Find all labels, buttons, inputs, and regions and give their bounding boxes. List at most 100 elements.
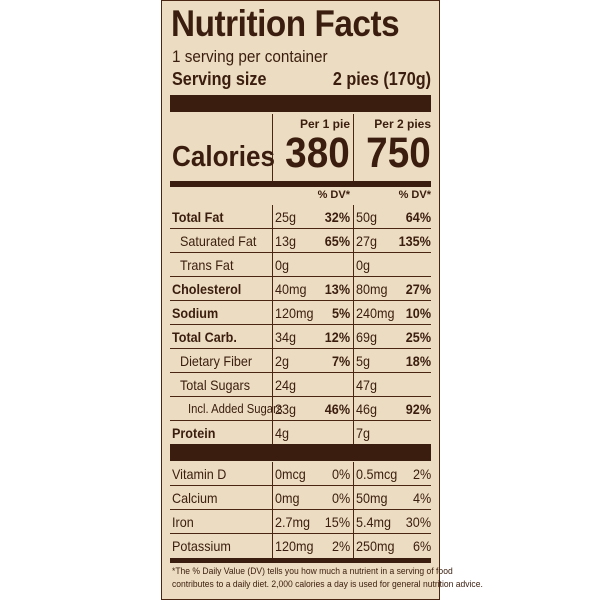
dv-per-1: 32% bbox=[324, 209, 350, 225]
nutrient-row: Trans Fat 0g 0g bbox=[162, 253, 439, 277]
nutrient-name: Cholesterol bbox=[172, 281, 242, 297]
calories-label: Calories bbox=[172, 141, 276, 173]
dv-per-2: 64% bbox=[405, 209, 431, 225]
amount-per-1: 2.7mg bbox=[275, 514, 311, 530]
row-separator bbox=[170, 276, 431, 277]
nutrient-name: Potassium bbox=[172, 538, 231, 554]
amount-per-1: 120mg bbox=[275, 305, 314, 321]
dv-per-1: 5% bbox=[331, 305, 350, 321]
amount-per-1: 0mcg bbox=[275, 466, 306, 482]
dv-per-2: 30% bbox=[405, 514, 431, 530]
amount-per-2: 7g bbox=[356, 425, 371, 441]
amount-per-1: 34g bbox=[275, 329, 297, 345]
dv-per-1: 2% bbox=[331, 538, 350, 554]
nutrient-row: Dietary Fiber 2g 7% 5g 18% bbox=[162, 349, 439, 373]
nutrient-name: Incl. Added Sugars bbox=[188, 402, 283, 416]
nutrient-name: Vitamin D bbox=[172, 466, 227, 482]
nutrient-row: Sodium 120mg 5% 240mg 10% bbox=[162, 301, 439, 325]
amount-per-1: 2g bbox=[275, 353, 290, 369]
column-divider-left bbox=[272, 462, 273, 558]
footnote-line-1: *The % Daily Value (DV) tells you how mu… bbox=[172, 566, 453, 577]
dv-per-1: 0% bbox=[331, 490, 350, 506]
calories-per-2: 750 bbox=[366, 129, 431, 177]
amount-per-1: 13g bbox=[275, 233, 297, 249]
nutrient-row: Total Sugars 24g 47g bbox=[162, 373, 439, 397]
column-divider-right bbox=[353, 462, 354, 558]
row-separator bbox=[170, 300, 431, 301]
servings-per-container: 1 serving per container bbox=[172, 47, 328, 66]
vitamin-row: Iron 2.7mg 15% 5.4mg 30% bbox=[162, 510, 439, 534]
nutrition-facts-panel: Nutrition Facts 1 serving per container … bbox=[161, 0, 483, 600]
column-header-per-1: Per 1 pie bbox=[299, 117, 350, 131]
dv-header-per-1: % DV* bbox=[317, 189, 350, 201]
dv-per-1: 46% bbox=[324, 401, 350, 417]
row-separator bbox=[170, 485, 431, 486]
nutrient-row: Total Carb. 34g 12% 69g 25% bbox=[162, 325, 439, 349]
row-separator bbox=[170, 348, 431, 349]
panel-title: Nutrition Facts bbox=[171, 3, 400, 44]
amount-per-2: 27g bbox=[356, 233, 378, 249]
amount-per-2: 80mg bbox=[356, 281, 388, 297]
nutrient-name: Dietary Fiber bbox=[180, 353, 253, 369]
nutrient-name: Total Sugars bbox=[180, 377, 251, 393]
row-separator bbox=[170, 396, 431, 397]
row-separator bbox=[170, 252, 431, 253]
amount-per-2: 50mg bbox=[356, 490, 388, 506]
footnote-line-2: contributes to a daily diet. 2,000 calor… bbox=[172, 579, 483, 590]
dv-per-1: 7% bbox=[331, 353, 350, 369]
dv-per-1: 12% bbox=[324, 329, 350, 345]
nutrient-row: Saturated Fat 13g 65% 27g 135% bbox=[162, 229, 439, 253]
amount-per-2: 5.4mg bbox=[356, 514, 392, 530]
amount-per-2: 0.5mcg bbox=[356, 466, 398, 482]
dv-per-1: 65% bbox=[324, 233, 350, 249]
nutrient-name: Total Carb. bbox=[172, 329, 237, 345]
nutrient-name: Iron bbox=[172, 514, 194, 530]
serving-size-value: 2 pies (170g) bbox=[332, 69, 431, 89]
amount-per-1: 23g bbox=[275, 401, 297, 417]
thick-divider-top bbox=[170, 95, 431, 112]
row-separator bbox=[170, 533, 431, 534]
amount-per-2: 0g bbox=[356, 257, 371, 273]
nutrient-name: Protein bbox=[172, 425, 216, 441]
amount-per-2: 47g bbox=[356, 377, 378, 393]
column-divider-left bbox=[272, 205, 273, 445]
serving-size-label: Serving size bbox=[172, 69, 267, 89]
amount-per-1: 120mg bbox=[275, 538, 314, 554]
dv-per-2: 135% bbox=[398, 233, 431, 249]
nutrient-row: Incl. Added Sugars 23g 46% 46g 92% bbox=[162, 397, 439, 421]
calories-per-1: 380 bbox=[285, 129, 350, 177]
row-separator bbox=[170, 324, 431, 325]
amount-per-1: 25g bbox=[275, 209, 297, 225]
dv-per-1: 0% bbox=[331, 466, 350, 482]
nutrient-name: Sodium bbox=[172, 305, 219, 321]
dv-header-per-2: % DV* bbox=[398, 189, 431, 201]
nutrient-row: Total Fat 25g 32% 50g 64% bbox=[162, 205, 439, 229]
footnote-divider bbox=[170, 558, 431, 563]
amount-per-2: 250mg bbox=[356, 538, 395, 554]
column-divider-right-top bbox=[353, 114, 354, 186]
dv-per-2: 92% bbox=[405, 401, 431, 417]
dv-per-1: 13% bbox=[324, 281, 350, 297]
amount-per-1: 40mg bbox=[275, 281, 307, 297]
nutrient-name: Calcium bbox=[172, 490, 218, 506]
thick-divider-vitamins bbox=[170, 444, 431, 461]
amount-per-1: 4g bbox=[275, 425, 290, 441]
column-header-per-2: Per 2 pies bbox=[374, 117, 431, 131]
amount-per-2: 46g bbox=[356, 401, 378, 417]
calories-divider bbox=[170, 181, 431, 187]
amount-per-1: 24g bbox=[275, 377, 297, 393]
nutrient-name: Saturated Fat bbox=[180, 233, 257, 249]
row-separator bbox=[170, 420, 431, 421]
nutrient-name: Total Fat bbox=[172, 209, 224, 225]
vitamin-row: Potassium 120mg 2% 250mg 6% bbox=[162, 534, 439, 558]
dv-per-1: 15% bbox=[324, 514, 350, 530]
row-separator bbox=[170, 509, 431, 510]
amount-per-2: 5g bbox=[356, 353, 371, 369]
column-divider-left-top bbox=[272, 114, 273, 186]
dv-per-2: 2% bbox=[412, 466, 431, 482]
dv-per-2: 4% bbox=[412, 490, 431, 506]
nutrient-name: Trans Fat bbox=[180, 257, 234, 273]
dv-per-2: 10% bbox=[405, 305, 431, 321]
amount-per-2: 240mg bbox=[356, 305, 395, 321]
amount-per-2: 69g bbox=[356, 329, 378, 345]
